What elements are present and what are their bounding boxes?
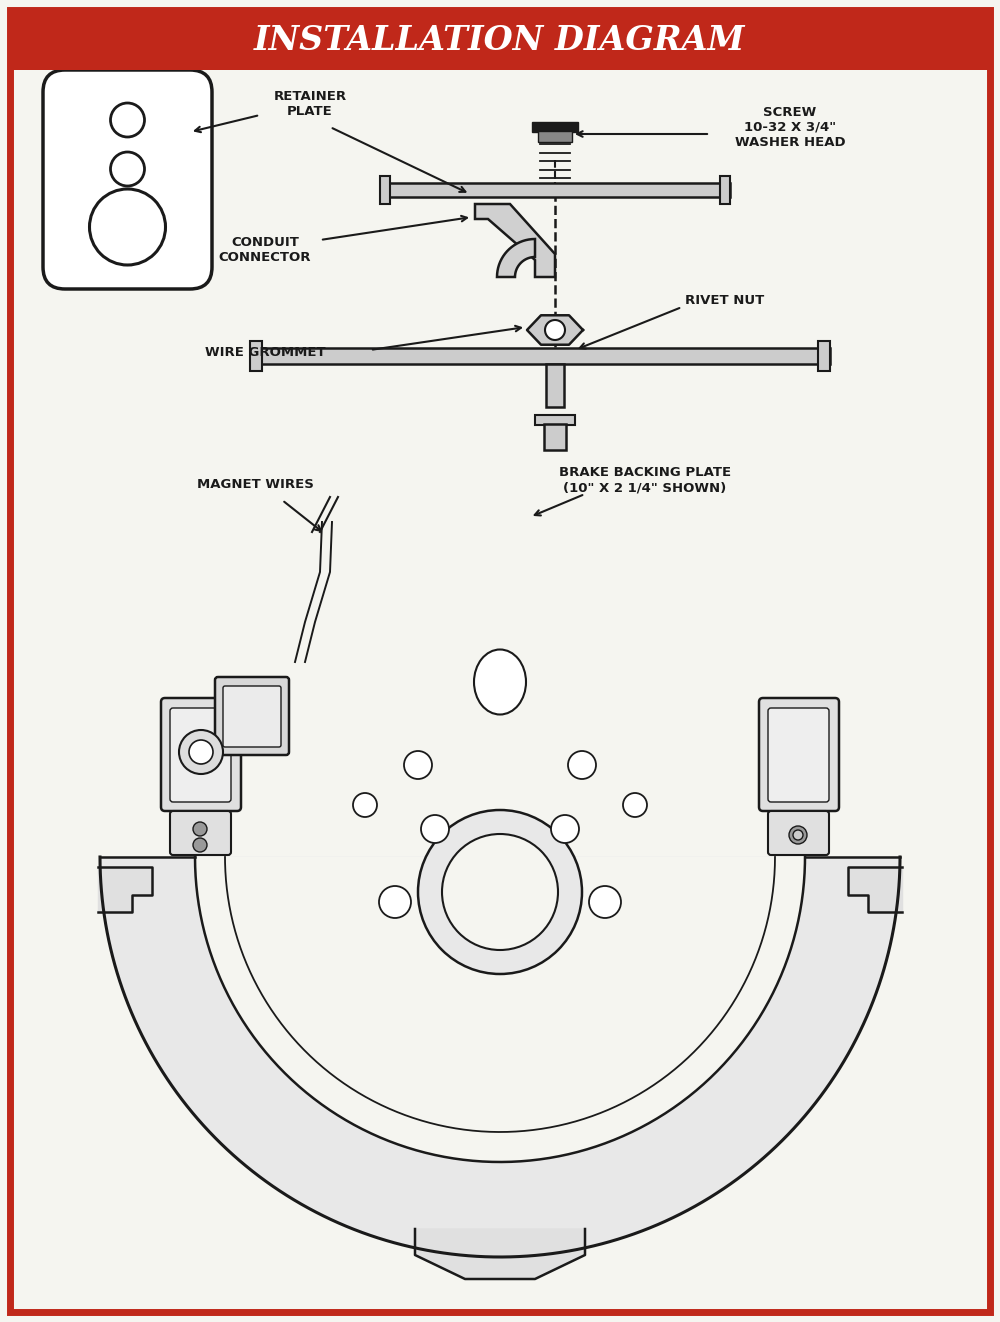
Polygon shape [497,239,535,278]
Circle shape [568,751,596,779]
Polygon shape [100,857,900,1257]
FancyBboxPatch shape [768,709,829,802]
Circle shape [623,793,647,817]
Circle shape [189,740,213,764]
Circle shape [193,822,207,836]
FancyBboxPatch shape [170,709,231,802]
Circle shape [545,320,565,340]
Bar [544,424,566,449]
Polygon shape [98,867,152,912]
Bar [546,364,564,407]
FancyBboxPatch shape [223,686,281,747]
Bar [535,415,575,424]
Circle shape [110,103,144,137]
Circle shape [404,751,432,779]
FancyBboxPatch shape [759,698,839,810]
Polygon shape [195,857,805,1162]
Polygon shape [848,867,902,912]
Circle shape [379,886,411,917]
Text: CONDUIT
CONNECTOR: CONDUIT CONNECTOR [219,237,311,264]
Bar [380,176,390,204]
Bar [10,11,990,70]
Text: WIRE GROMMET: WIRE GROMMET [205,345,326,358]
Bar [380,182,730,197]
Circle shape [89,189,166,264]
Circle shape [110,152,144,186]
Bar [250,341,262,371]
FancyBboxPatch shape [161,698,241,810]
Text: RIVET NUT: RIVET NUT [685,293,764,307]
Circle shape [193,838,207,851]
Polygon shape [415,1229,585,1278]
Bar [818,341,830,371]
Circle shape [551,814,579,843]
Circle shape [421,814,449,843]
Circle shape [589,886,621,917]
Bar [538,131,572,141]
FancyBboxPatch shape [768,810,829,855]
Text: RETAINER
PLATE: RETAINER PLATE [273,90,347,118]
Circle shape [418,810,582,974]
Bar [250,348,830,364]
Circle shape [789,826,807,843]
Circle shape [793,830,803,839]
Polygon shape [527,315,583,345]
Text: SCREW
10-32 X 3/4"
WASHER HEAD: SCREW 10-32 X 3/4" WASHER HEAD [735,106,845,148]
Circle shape [442,834,558,951]
Bar [720,176,730,204]
Text: INSTALLATION DIAGRAM: INSTALLATION DIAGRAM [254,24,746,57]
Ellipse shape [474,649,526,714]
Text: BRAKE BACKING PLATE
(10" X 2 1/4" SHOWN): BRAKE BACKING PLATE (10" X 2 1/4" SHOWN) [559,465,731,494]
FancyBboxPatch shape [215,677,289,755]
Circle shape [353,793,377,817]
FancyBboxPatch shape [170,810,231,855]
Polygon shape [475,204,555,278]
FancyBboxPatch shape [43,70,212,290]
Text: MAGNET WIRES: MAGNET WIRES [197,477,313,490]
Bar [532,122,578,132]
Circle shape [179,730,223,773]
